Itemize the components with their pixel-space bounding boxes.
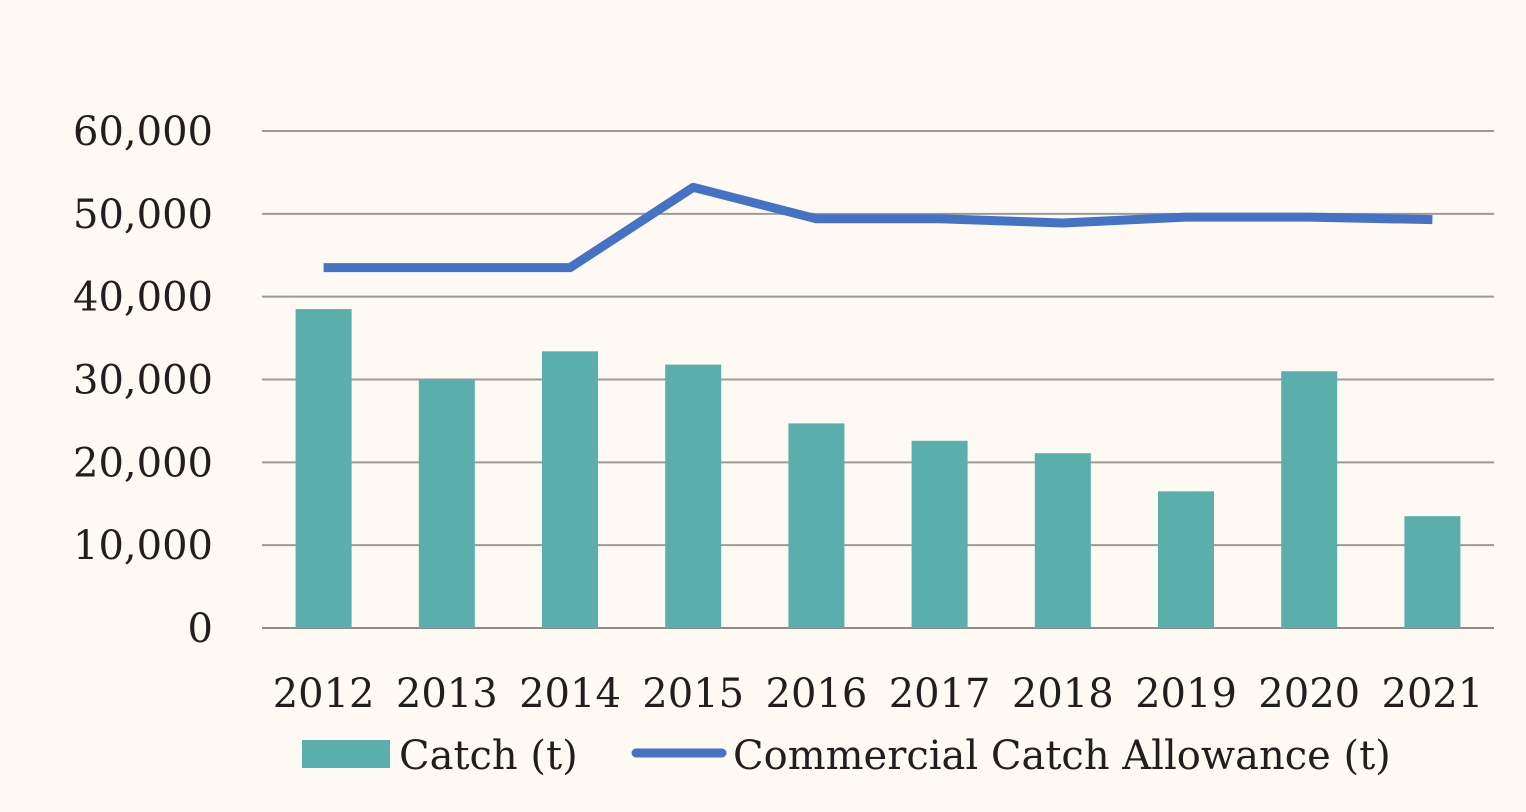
bar-catch-2020 [1281,371,1338,628]
y-tick-label: 0 [188,606,213,652]
y-tick-label: 20,000 [73,440,213,486]
bar-catch-2012 [295,309,352,628]
legend: Catch (t) Commercial Catch Allowance (t) [302,733,1391,779]
bar-catch-2018 [1034,453,1091,628]
bar-catch-2016 [788,423,845,628]
x-tick-label: 2020 [1258,671,1360,717]
bar-catch-2017 [911,440,968,628]
x-tick-label: 2019 [1135,671,1237,717]
y-tick-label: 40,000 [73,275,213,321]
x-tick-label: 2018 [1012,671,1114,717]
x-tick-label: 2012 [273,671,375,717]
x-tick-label: 2013 [396,671,498,717]
x-tick-label: 2015 [642,671,744,717]
y-tick-label: 60,000 [73,109,213,155]
x-tick-label: 2017 [889,671,991,717]
allowance-line-group [323,182,1433,273]
x-tick-label: 2021 [1382,671,1484,717]
y-tick-label: 50,000 [73,192,213,238]
bar-catch-2015 [665,364,722,628]
allowance-line [323,182,1433,273]
bar-catch-2021 [1404,516,1461,628]
legend-label-catch: Catch (t) [399,733,578,779]
legend-swatch-catch [302,740,390,768]
bar-catch-2013 [418,379,475,628]
y-tick-label: 10,000 [73,523,213,569]
x-tick-label: 2014 [519,671,621,717]
x-tick-label: 2016 [766,671,868,717]
bars [295,309,1461,628]
bar-catch-2014 [542,351,598,628]
y-tick-label: 30,000 [73,358,213,404]
y-axis-ticks: 0 10,000 20,000 30,000 40,000 50,000 60,000 [73,109,213,652]
bar-catch-2019 [1158,491,1214,628]
legend-label-allowance: Commercial Catch Allowance (t) [733,733,1391,779]
x-axis-ticks: 2012 2013 2014 2015 2016 2017 2018 2019 2020 2021 [273,671,1484,717]
